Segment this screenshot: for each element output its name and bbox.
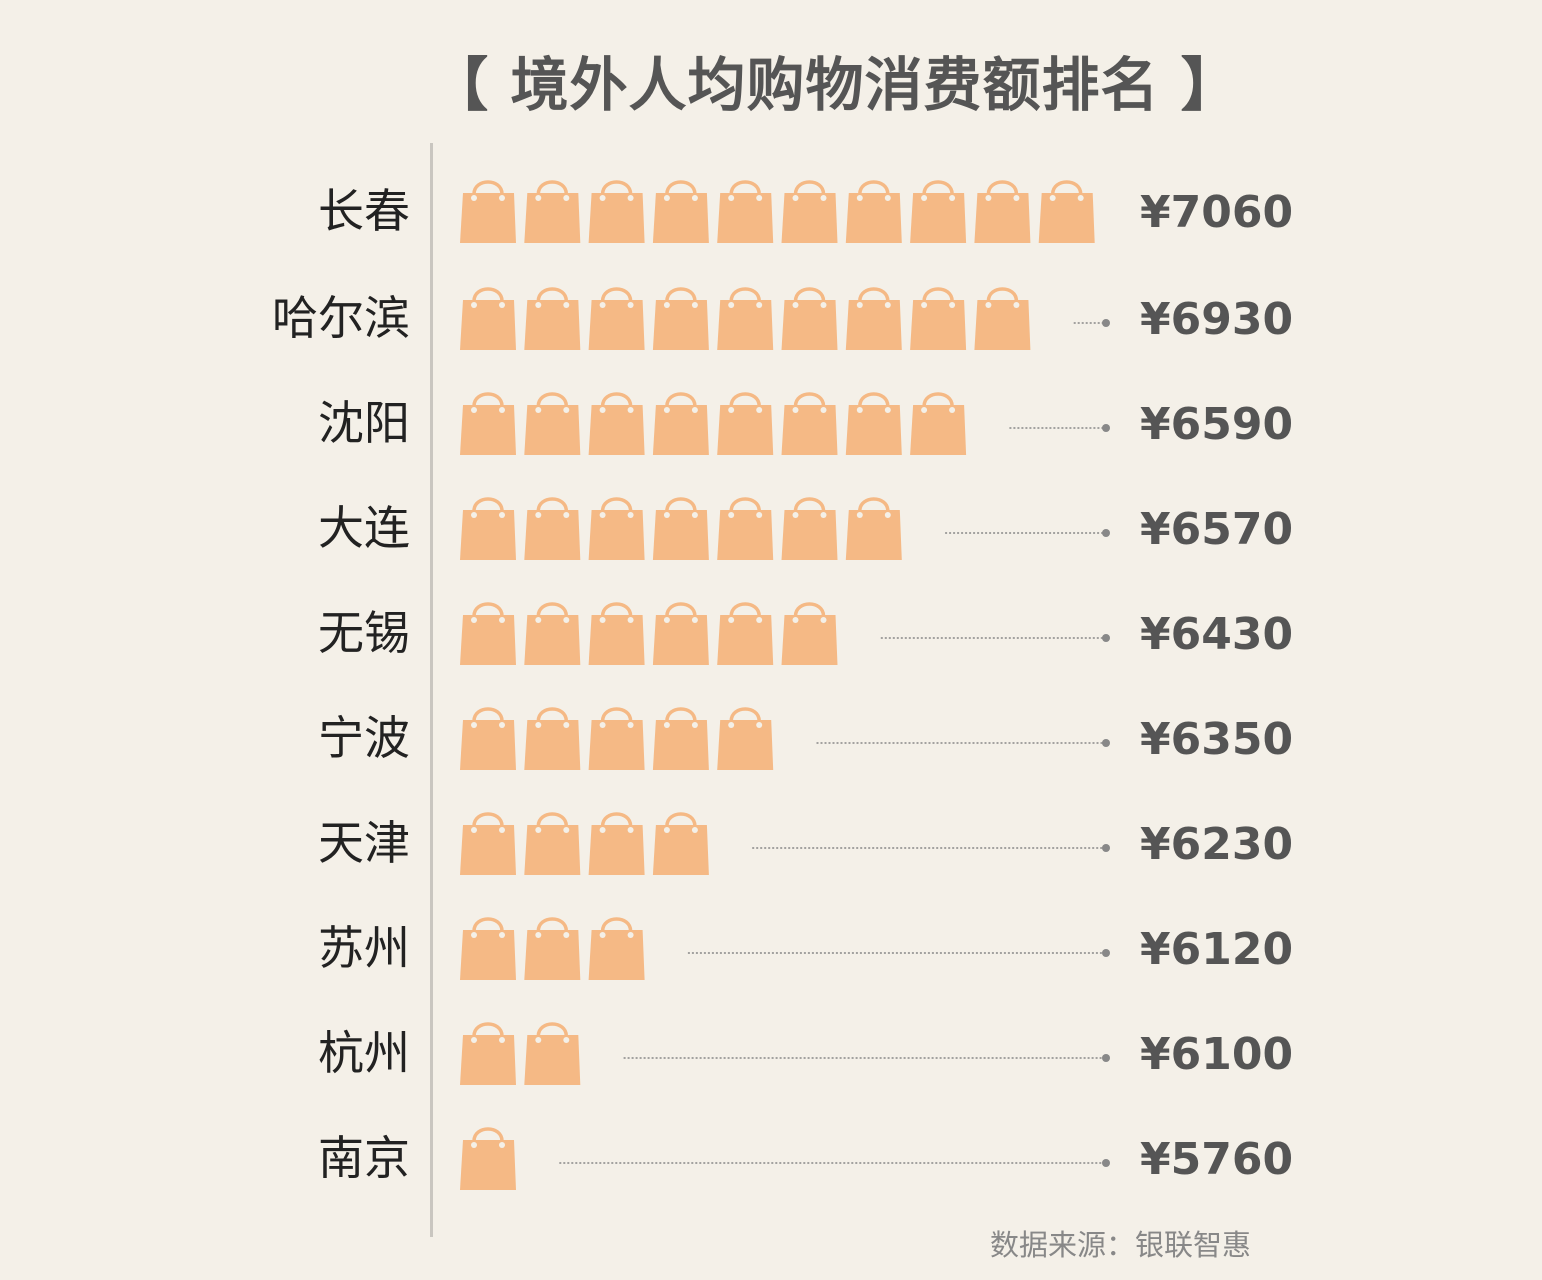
shopping-bag-icon [588, 812, 645, 875]
shopping-bag-icon [781, 287, 838, 350]
shopping-bag-icon [910, 287, 967, 350]
category-label: 无锡 [318, 606, 410, 660]
shopping-bag-icon [652, 602, 709, 665]
leader-dot [1102, 529, 1110, 537]
shopping-bag-icon [845, 180, 902, 243]
value-label: ¥5760 [1140, 1134, 1294, 1185]
shopping-bag-icon [717, 180, 774, 243]
value-label: ¥6350 [1140, 714, 1294, 765]
shopping-bag-icon [588, 602, 645, 665]
value-label: ¥6100 [1140, 1029, 1294, 1080]
shopping-bag-icon [717, 707, 774, 770]
shopping-bag-icon [910, 180, 967, 243]
category-label: 天津 [318, 816, 410, 870]
value-label: ¥6590 [1140, 399, 1294, 450]
shopping-bag-icon [1038, 180, 1095, 243]
leader-dot [1102, 949, 1110, 957]
shopping-bag-icon [781, 602, 838, 665]
axis-line [430, 143, 433, 1237]
shopping-bag-icon [781, 497, 838, 560]
value-label: ¥7060 [1140, 187, 1294, 238]
shopping-bag-icon [717, 392, 774, 455]
category-label: 长春 [318, 184, 410, 238]
shopping-bag-icon [652, 392, 709, 455]
category-label: 大连 [318, 501, 410, 555]
shopping-bag-icon [588, 707, 645, 770]
category-label: 宁波 [318, 711, 410, 765]
shopping-bag-icon [460, 1022, 516, 1085]
value-label: ¥6430 [1140, 609, 1294, 660]
shopping-bag-icon [588, 180, 645, 243]
chart-title: 【 境外人均购物消费额排名 】 [430, 51, 1240, 119]
category-label: 南京 [318, 1131, 410, 1185]
shopping-bag-icon [524, 602, 581, 665]
shopping-bag-icon [652, 287, 709, 350]
shopping-bag-icon [717, 602, 774, 665]
shopping-bag-icon [524, 707, 581, 770]
shopping-bag-icon [524, 287, 581, 350]
shopping-bag-icon [524, 180, 581, 243]
shopping-bag-icon [781, 180, 838, 243]
shopping-bag-icon [524, 917, 581, 980]
shopping-bag-icon [460, 497, 516, 560]
shopping-bag-icon [781, 392, 838, 455]
shopping-bag-icon [845, 287, 902, 350]
shopping-bag-icon [652, 812, 709, 875]
shopping-bag-icon [974, 180, 1031, 243]
category-label: 哈尔滨 [272, 291, 410, 345]
value-label: ¥6120 [1140, 924, 1294, 975]
shopping-bag-icon [460, 917, 516, 980]
category-label: 沈阳 [318, 396, 410, 450]
shopping-bag-icon [910, 392, 967, 455]
leader-dot [1102, 634, 1110, 642]
shopping-bag-icon [524, 812, 581, 875]
shopping-bag-icon [652, 497, 709, 560]
shopping-bag-icon [588, 497, 645, 560]
leader-dot [1102, 844, 1110, 852]
shopping-bag-icon [460, 287, 516, 350]
shopping-bag-icon [588, 287, 645, 350]
shopping-bag-icon [460, 812, 516, 875]
shopping-bag-icon [845, 392, 902, 455]
category-label: 苏州 [318, 921, 410, 975]
value-label: ¥6570 [1140, 504, 1294, 555]
shopping-bag-icon [717, 287, 774, 350]
shopping-bag-icon [588, 917, 645, 980]
shopping-bag-icon [460, 1127, 516, 1190]
shopping-bag-icon [652, 180, 709, 243]
shopping-bag-icon [652, 707, 709, 770]
shopping-bag-icon [588, 392, 645, 455]
leader-dot [1102, 424, 1110, 432]
leader-dot [1102, 1054, 1110, 1062]
value-label: ¥6230 [1140, 819, 1294, 870]
source-note: 数据来源：银联智惠 [990, 1228, 1252, 1262]
shopping-bag-icon [974, 287, 1031, 350]
shopping-bag-icon [460, 392, 516, 455]
shopping-bag-icon [524, 1022, 581, 1085]
leader-dot [1102, 319, 1110, 327]
shopping-bag-icon [460, 180, 516, 243]
leader-dot [1102, 1159, 1110, 1167]
shopping-bag-icon [460, 707, 516, 770]
shopping-bag-icon [460, 602, 516, 665]
category-label: 杭州 [318, 1026, 410, 1080]
shopping-bag-icon [717, 497, 774, 560]
shopping-bag-icon [524, 392, 581, 455]
leader-dot [1102, 739, 1110, 747]
value-label: ¥6930 [1140, 294, 1294, 345]
shopping-bag-icon [845, 497, 902, 560]
shopping-bag-icon [524, 497, 581, 560]
